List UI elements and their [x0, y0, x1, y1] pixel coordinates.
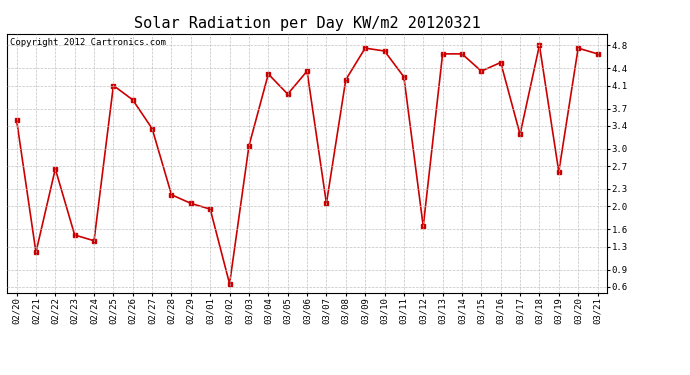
Title: Solar Radiation per Day KW/m2 20120321: Solar Radiation per Day KW/m2 20120321 — [134, 16, 480, 31]
Text: Copyright 2012 Cartronics.com: Copyright 2012 Cartronics.com — [10, 38, 166, 46]
